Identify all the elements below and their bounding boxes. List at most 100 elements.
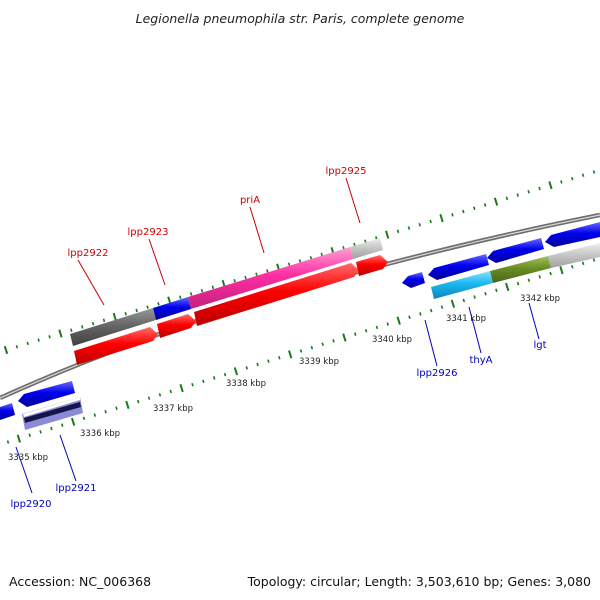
major-tick	[396, 316, 401, 325]
minor-tick	[102, 318, 106, 323]
cds-gray-light-right	[548, 243, 600, 268]
gene-label-lpp2923: lpp2923	[128, 227, 169, 238]
minor-tick	[592, 258, 596, 262]
minor-tick	[70, 328, 73, 333]
minor-tick	[81, 325, 84, 329]
minor-tick	[48, 335, 51, 339]
major-tick	[505, 282, 510, 292]
scale-label: 3342 kbp	[520, 294, 560, 304]
minor-tick	[354, 332, 357, 336]
minor-tick	[538, 275, 541, 279]
minor-tick	[375, 325, 379, 330]
scale-label: 3337 kbp	[153, 404, 193, 414]
minor-tick	[6, 440, 10, 444]
scale-label: 3338 kbp	[226, 379, 266, 389]
minor-tick	[364, 328, 368, 333]
minor-tick	[451, 213, 454, 217]
cds-red-3	[194, 263, 359, 326]
major-tick	[493, 197, 499, 206]
minor-tick	[256, 362, 259, 367]
minor-tick	[571, 176, 574, 181]
cds-blue-lpp2926-b	[428, 254, 489, 280]
minor-tick	[104, 409, 107, 414]
minor-tick	[396, 229, 400, 234]
minor-tick	[538, 186, 541, 191]
gene-label-thya: thyA	[469, 355, 492, 366]
forward-features	[70, 238, 388, 365]
major-tick	[16, 434, 21, 443]
forward-tick-row	[3, 170, 596, 355]
minor-tick	[278, 355, 281, 360]
minor-tick	[560, 180, 563, 184]
cds-blue-lgt	[545, 222, 600, 247]
minor-tick	[309, 255, 313, 260]
major-tick	[385, 230, 390, 239]
minor-tick	[462, 298, 466, 303]
minor-tick	[146, 305, 149, 309]
minor-tick	[255, 272, 258, 276]
reverse-features	[0, 222, 600, 430]
minor-tick	[135, 308, 138, 313]
minor-tick	[147, 396, 151, 400]
minor-tick	[440, 305, 444, 309]
major-tick	[548, 181, 553, 190]
minor-tick	[191, 382, 194, 387]
minor-tick	[298, 259, 302, 263]
minor-tick	[223, 372, 227, 377]
gene-label-lpp2926: lpp2926	[417, 368, 458, 379]
minor-tick	[364, 239, 367, 244]
cds-cyan	[431, 271, 493, 299]
minor-tick	[429, 308, 433, 313]
genome-summary-text: Topology: circular; Length: 3,503,610 bp…	[247, 574, 591, 589]
major-tick	[450, 299, 456, 308]
major-tick	[112, 312, 117, 322]
major-tick	[179, 383, 184, 393]
minor-tick	[332, 339, 335, 343]
major-tick	[342, 333, 347, 342]
cds-olive	[490, 256, 551, 283]
minor-tick	[39, 430, 42, 434]
minor-tick	[310, 345, 314, 350]
major-tick	[3, 345, 9, 355]
minor-tick	[375, 236, 378, 240]
minor-tick	[419, 312, 422, 316]
major-tick	[233, 367, 239, 376]
minor-tick	[37, 338, 40, 342]
minor-tick	[473, 295, 476, 299]
minor-tick	[61, 423, 64, 427]
forward-gene-labels: lpp2922 lpp2923 priA lpp2925	[68, 166, 366, 306]
gene-label-lpp2922: lpp2922	[68, 248, 109, 259]
minor-tick	[505, 196, 509, 201]
minor-tick	[124, 311, 127, 316]
minor-tick	[200, 288, 204, 293]
major-tick	[559, 266, 564, 275]
minor-tick	[50, 426, 53, 431]
minor-tick	[407, 226, 411, 230]
minor-tick	[267, 359, 270, 363]
minor-tick	[115, 406, 118, 411]
major-tick	[125, 400, 130, 410]
cds-red-1	[74, 327, 158, 365]
minor-tick	[245, 366, 248, 370]
major-tick	[58, 329, 63, 338]
cds-blue-lpp2926-a	[402, 272, 425, 288]
scale-label: 3341 kbp	[446, 314, 486, 324]
gene-label-lpp2921: lpp2921	[56, 483, 97, 494]
cds-gray-dark	[70, 308, 156, 346]
minor-tick	[483, 203, 487, 207]
minor-tick	[571, 264, 574, 269]
backbone	[0, 212, 600, 401]
minor-tick	[418, 222, 421, 227]
minor-tick	[26, 341, 29, 346]
minor-tick	[581, 173, 585, 178]
cds-pink-pria	[188, 247, 353, 309]
major-tick	[70, 417, 76, 426]
cds-red-4	[356, 255, 388, 276]
minor-tick	[169, 389, 173, 394]
minor-tick	[287, 262, 291, 267]
minor-tick	[179, 295, 182, 300]
minor-tick	[157, 302, 160, 306]
minor-tick	[202, 379, 205, 384]
minor-tick	[211, 285, 215, 290]
